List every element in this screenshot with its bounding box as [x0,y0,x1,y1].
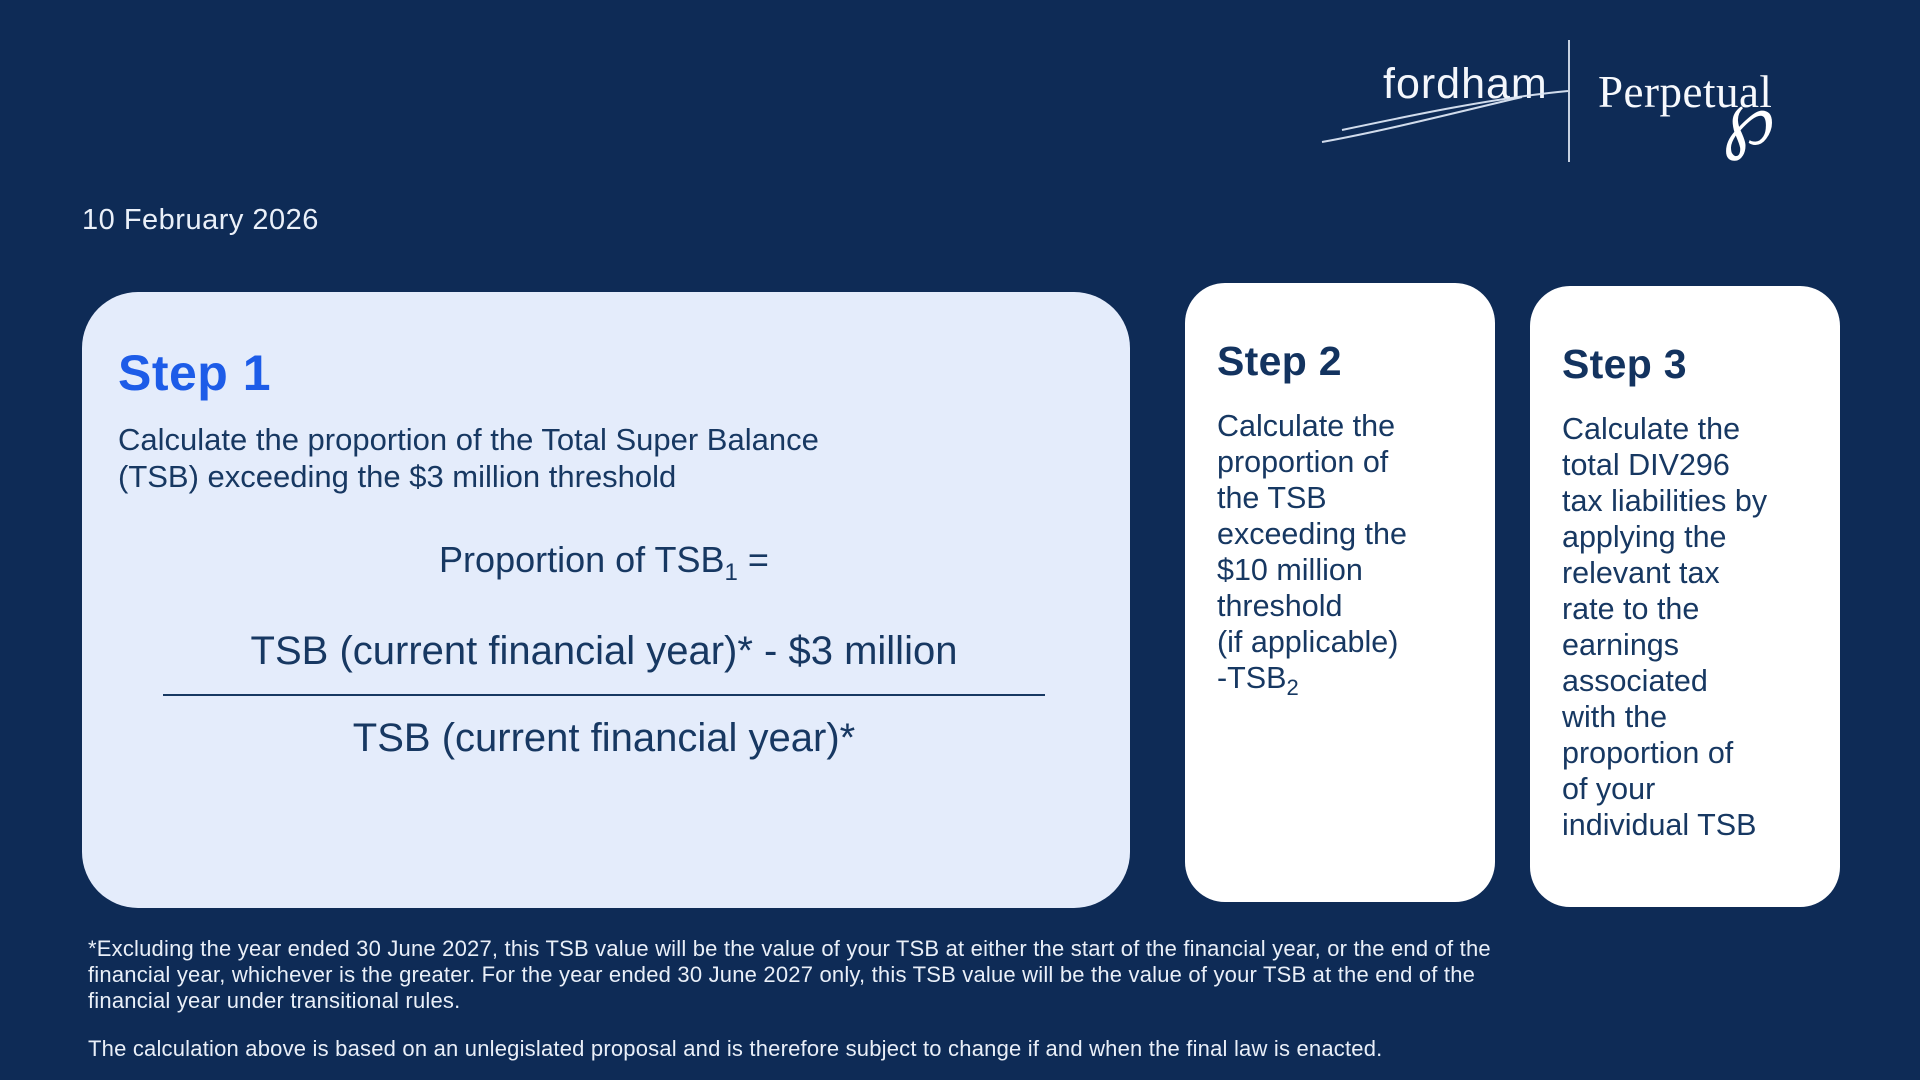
fordham-swoosh-icon [1321,90,1569,143]
date-label: 10 February 2026 [82,204,319,236]
formula-lhs: Proportion of TSB1 = [118,539,1090,587]
perpetual-logo: Perpetual [1598,67,1773,117]
footnote-text: *Excluding the year ended 30 June 2027, … [88,936,1491,1013]
step2-body-subscript: 2 [1286,675,1299,701]
formula-lhs-text: Proportion of TSB [439,539,725,580]
step2-body: Calculate the proportion of the TSB exce… [1217,408,1471,706]
fordham-logo: fordham [1383,60,1548,108]
step3-body: Calculate the total DIV296 tax liabiliti… [1562,412,1768,843]
formula-denominator: TSB (current financial year)* [352,716,856,761]
logo-divider [1568,40,1570,162]
step1-body: Calculate the proportion of the Total Su… [118,422,819,494]
formula-equals-sign: = [737,539,769,580]
disclaimer-text: The calculation above is based on an unl… [88,1036,1383,1061]
step3-title: Step 3 [1562,341,1687,387]
step1-title: Step 1 [118,345,272,401]
formula-lhs-subscript: 1 [724,559,738,587]
perpetual-logo-glyph: ℘ [1722,73,1775,162]
step2-body-text: Calculate the proportion of the TSB exce… [1217,409,1407,696]
step1-card: Step 1 Calculate the proportion of the T… [82,292,1130,908]
fraction-bar [163,694,1045,697]
step2-card: Step 2 Calculate the proportion of the T… [1185,283,1495,902]
step2-title: Step 2 [1217,338,1342,384]
step1-formula: Proportion of TSB1 = TSB (current financ… [118,539,1090,761]
formula-numerator: TSB (current financial year)* - $3 milli… [250,629,958,674]
step3-card: Step 3 Calculate the total DIV296 tax li… [1530,286,1840,907]
